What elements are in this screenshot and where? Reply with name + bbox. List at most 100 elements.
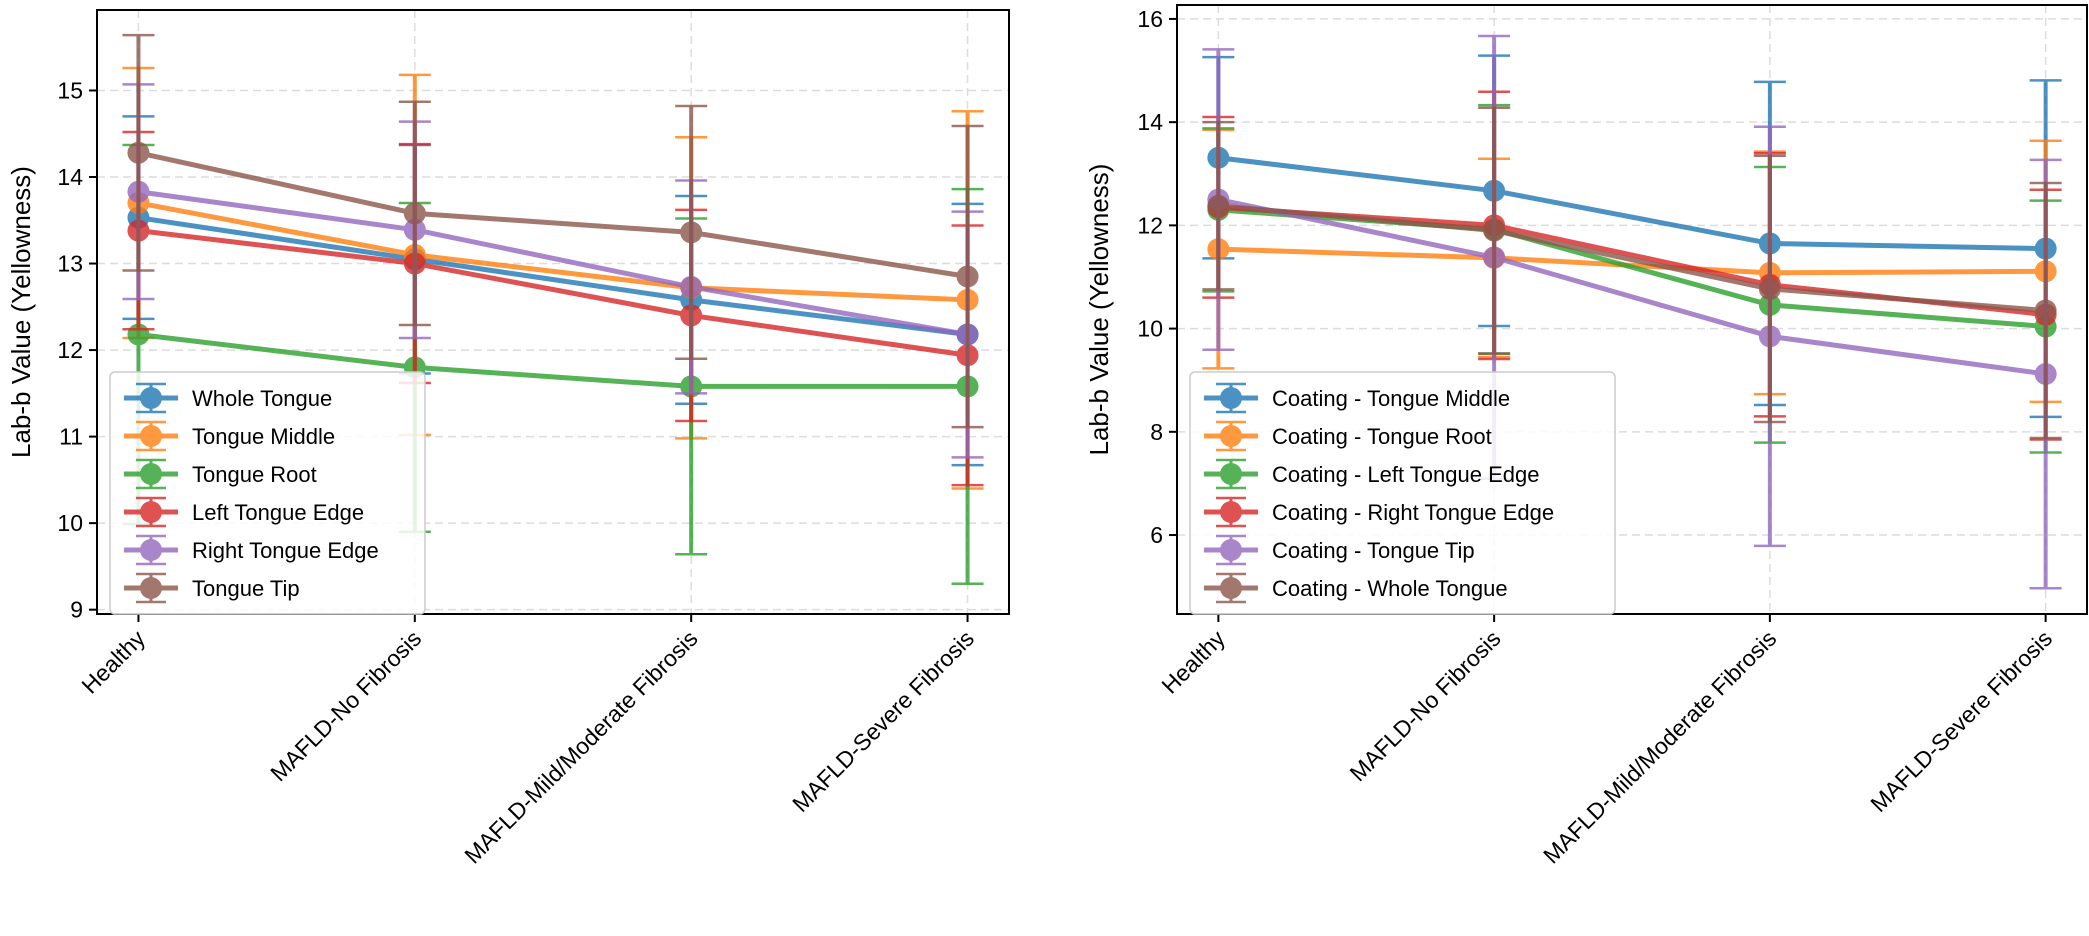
y-tick-label: 12: [57, 337, 83, 363]
plot-frame: [1176, 4, 2088, 615]
y-tick-label: 14: [1137, 109, 1163, 135]
data-point: [956, 265, 979, 288]
legend-item: Coating - Tongue Root: [1204, 420, 1492, 452]
legend-item: Tongue Root: [124, 458, 317, 490]
legend-label: Coating - Tongue Tip: [1272, 538, 1475, 563]
data-point: [680, 221, 703, 244]
legend-swatch: [1204, 496, 1258, 528]
legend-swatch: [1204, 420, 1258, 452]
series-line: [137, 150, 968, 279]
plot-frame: [96, 9, 1010, 615]
series-line: [138, 228, 968, 358]
data-point: [403, 202, 426, 225]
data-point: [1207, 194, 1230, 217]
x-tick-label: Healthy: [1156, 625, 1230, 699]
legend-item: Right Tongue Edge: [124, 534, 379, 566]
data-point: [1483, 219, 1506, 242]
legend-label: Coating - Whole Tongue: [1272, 576, 1508, 601]
data-point: [2034, 299, 2057, 322]
legend-swatch: [124, 534, 178, 566]
legend-label: Right Tongue Edge: [192, 538, 379, 563]
y-tick-label: 8: [1150, 419, 1163, 445]
legend-marker: [1220, 425, 1242, 447]
legend-item: Coating - Left Tongue Edge: [1204, 458, 1539, 490]
y-tick-label: 14: [57, 164, 83, 190]
x-tick-label: Healthy: [76, 625, 150, 699]
legend-label: Left Tongue Edge: [192, 500, 364, 525]
legend-item: Tongue Tip: [124, 572, 300, 604]
legend-item: Coating - Right Tongue Edge: [1204, 496, 1554, 528]
legend-item: Tongue Middle: [124, 420, 335, 452]
legend-item: Whole Tongue: [124, 382, 332, 414]
legend-label: Whole Tongue: [192, 386, 332, 411]
legend-marker: [1220, 577, 1242, 599]
legend-label: Tongue Root: [192, 462, 317, 487]
legend-swatch: [1204, 534, 1258, 566]
x-tick-label: MAFLD-No Fibrosis: [1344, 625, 1505, 786]
legend-label: Coating - Left Tongue Edge: [1272, 462, 1539, 487]
y-axis-label: Lab-b Value (Yellowness): [6, 166, 36, 458]
x-tick-label: MAFLD-Severe Fibrosis: [787, 625, 979, 817]
legend-marker: [140, 539, 162, 561]
legend-swatch: [124, 496, 178, 528]
data-point: [127, 141, 150, 164]
y-tick-label: 11: [59, 424, 83, 450]
legend-marker: [1220, 539, 1242, 561]
y-tick-label: 10: [1137, 316, 1163, 342]
legend-marker: [1220, 463, 1242, 485]
legend-swatch: [1204, 382, 1258, 414]
legend-item: Coating - Tongue Tip: [1204, 534, 1475, 566]
y-tick-label: 13: [57, 251, 83, 277]
x-tick-label: MAFLD-Mild/Moderate Fibrosis: [459, 625, 702, 868]
legend-marker: [140, 577, 162, 599]
x-tick-label: MAFLD-Mild/Moderate Fibrosis: [1538, 625, 1781, 868]
series-line: [137, 200, 968, 303]
series-line: [1217, 197, 2046, 377]
legend-label: Tongue Middle: [192, 424, 335, 449]
series-line: [138, 332, 968, 389]
x-tick-label: MAFLD-No Fibrosis: [265, 625, 426, 786]
legend-item: Left Tongue Edge: [124, 496, 364, 528]
legend-marker: [1220, 501, 1242, 523]
legend-label: Coating - Right Tongue Edge: [1272, 500, 1554, 525]
legend-item: Coating - Tongue Middle: [1204, 382, 1510, 414]
y-tick-label: 6: [1150, 522, 1163, 548]
legend-swatch: [124, 420, 178, 452]
legend-marker: [140, 425, 162, 447]
legend-box: [1189, 371, 1616, 615]
series-line: [1218, 203, 2046, 314]
legend-swatch: [124, 572, 178, 604]
series-coating-tongue-middle: [1202, 54, 2062, 419]
legend-marker: [140, 387, 162, 409]
series-line: [1218, 155, 2046, 252]
series-line: [138, 215, 968, 337]
y-tick-label: 10: [57, 510, 83, 536]
legend: Coating - Tongue Middle Coating - Tongue …: [1189, 371, 1616, 615]
legend-swatch: [1204, 458, 1258, 490]
y-axis-label: Lab-b Value (Yellowness): [1084, 164, 1114, 456]
x-tick-label: MAFLD-Severe Fibrosis: [1865, 625, 2057, 817]
legend-swatch: [124, 382, 178, 414]
legend-swatch: [1204, 572, 1258, 604]
legend-label: Coating - Tongue Root: [1272, 424, 1492, 449]
legend-marker: [140, 501, 162, 523]
legend-swatch: [124, 458, 178, 490]
series-coating-whole-tongue: [1202, 106, 2062, 440]
y-tick-label: 9: [70, 597, 83, 623]
series-line: [138, 189, 968, 337]
data-point: [1758, 277, 1781, 300]
legend-marker: [1220, 387, 1242, 409]
y-tick-label: 15: [57, 77, 83, 103]
legend-box: [109, 371, 426, 615]
legend-label: Tongue Tip: [192, 576, 300, 601]
legend: Whole Tongue Tongue Middle Tongue Root Left…: [109, 371, 426, 615]
y-tick-label: 16: [1137, 6, 1163, 32]
legend-marker: [140, 463, 162, 485]
legend-label: Coating - Tongue Middle: [1272, 386, 1510, 411]
series-tongue-tip: [122, 33, 984, 429]
y-tick-label: 12: [1137, 212, 1163, 238]
legend-item: Coating - Whole Tongue: [1204, 572, 1508, 604]
